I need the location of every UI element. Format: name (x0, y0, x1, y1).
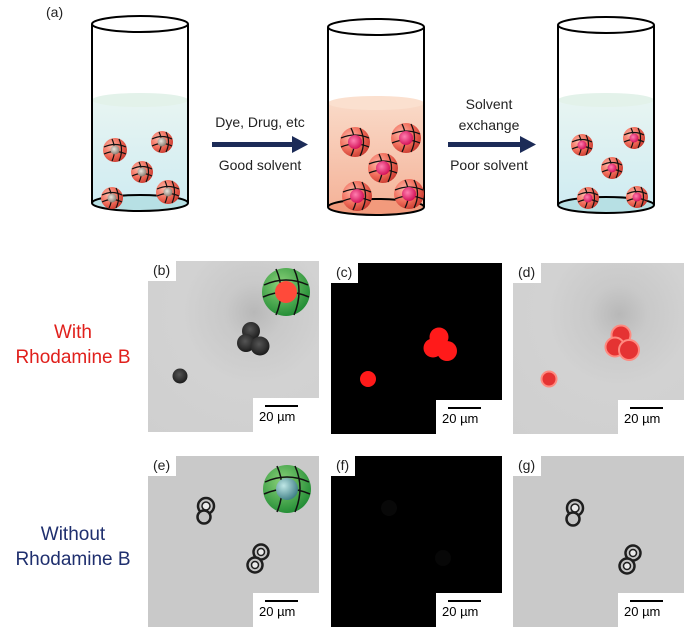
panel-d-merged: (d) 20 µm (513, 263, 684, 434)
panel-c-fluorescence: (c) 20 µm (331, 263, 502, 434)
particles-empty (101, 131, 180, 209)
scale-bar-e: 20 µm (253, 593, 319, 627)
panel-f-particles (381, 500, 451, 566)
scale-label: 20 µm (442, 604, 479, 619)
panel-g-particles (565, 498, 642, 575)
scale-bar-d: 20 µm (618, 400, 684, 434)
row-label-without: Without Rhodamine B (0, 522, 146, 572)
panel-a-label: (a) (46, 4, 64, 20)
step2-poor-solvent: Poor solvent (450, 157, 528, 173)
row-label-with-line1: With (54, 322, 92, 343)
panel-b-label: (b) (148, 261, 177, 281)
scale-label: 20 µm (624, 411, 661, 426)
scale-label: 20 µm (624, 604, 661, 619)
panel-b-brightfield: (b) 20 µm (148, 261, 319, 432)
schematic-diagram (91, 15, 655, 216)
step2-solvent: Solvent (465, 96, 513, 112)
arrow-step-2 (448, 136, 536, 153)
step1-solvent: Good solvent (218, 157, 302, 173)
row-label-without-line2: Rhodamine B (15, 549, 131, 570)
particles-swollen (340, 123, 424, 211)
particles-loaded (571, 127, 648, 209)
scale-label: 20 µm (259, 409, 296, 424)
panel-e-particles (196, 465, 311, 574)
scale-label: 20 µm (442, 411, 479, 426)
scale-bar-b: 20 µm (253, 398, 319, 432)
panel-f-label: (f) (331, 456, 356, 476)
row-label-with: With Rhodamine B (0, 320, 146, 370)
panel-g-merged: (g) 20 µm (513, 456, 684, 627)
panel-d-label: (d) (513, 263, 542, 283)
arrow-step-1 (212, 136, 308, 153)
scale-bar-c: 20 µm (436, 400, 502, 434)
panel-c-particles (360, 327, 457, 387)
step2-exchange: exchange (458, 117, 520, 133)
nanogel-icon-empty (263, 465, 311, 513)
scale-label: 20 µm (259, 604, 296, 619)
beaker-poor-solvent (557, 16, 655, 214)
scale-bar-g: 20 µm (618, 593, 684, 627)
scale-bar-f: 20 µm (436, 593, 502, 627)
nanogel-icon-loaded (262, 268, 310, 316)
panel-f-fluorescence: (f) 20 µm (331, 456, 502, 627)
panel-d-particles (540, 324, 640, 388)
row-label-with-line2: Rhodamine B (15, 347, 131, 368)
panel-b-particles (172, 268, 310, 384)
panel-c-label: (c) (331, 263, 359, 283)
step1-reagents: Dye, Drug, etc (215, 114, 305, 130)
row-label-without-line1: Without (40, 524, 106, 545)
panel-e-label: (e) (148, 456, 177, 476)
panel-g-label: (g) (513, 456, 542, 476)
panel-e-brightfield: (e) 20 µm (148, 456, 319, 627)
